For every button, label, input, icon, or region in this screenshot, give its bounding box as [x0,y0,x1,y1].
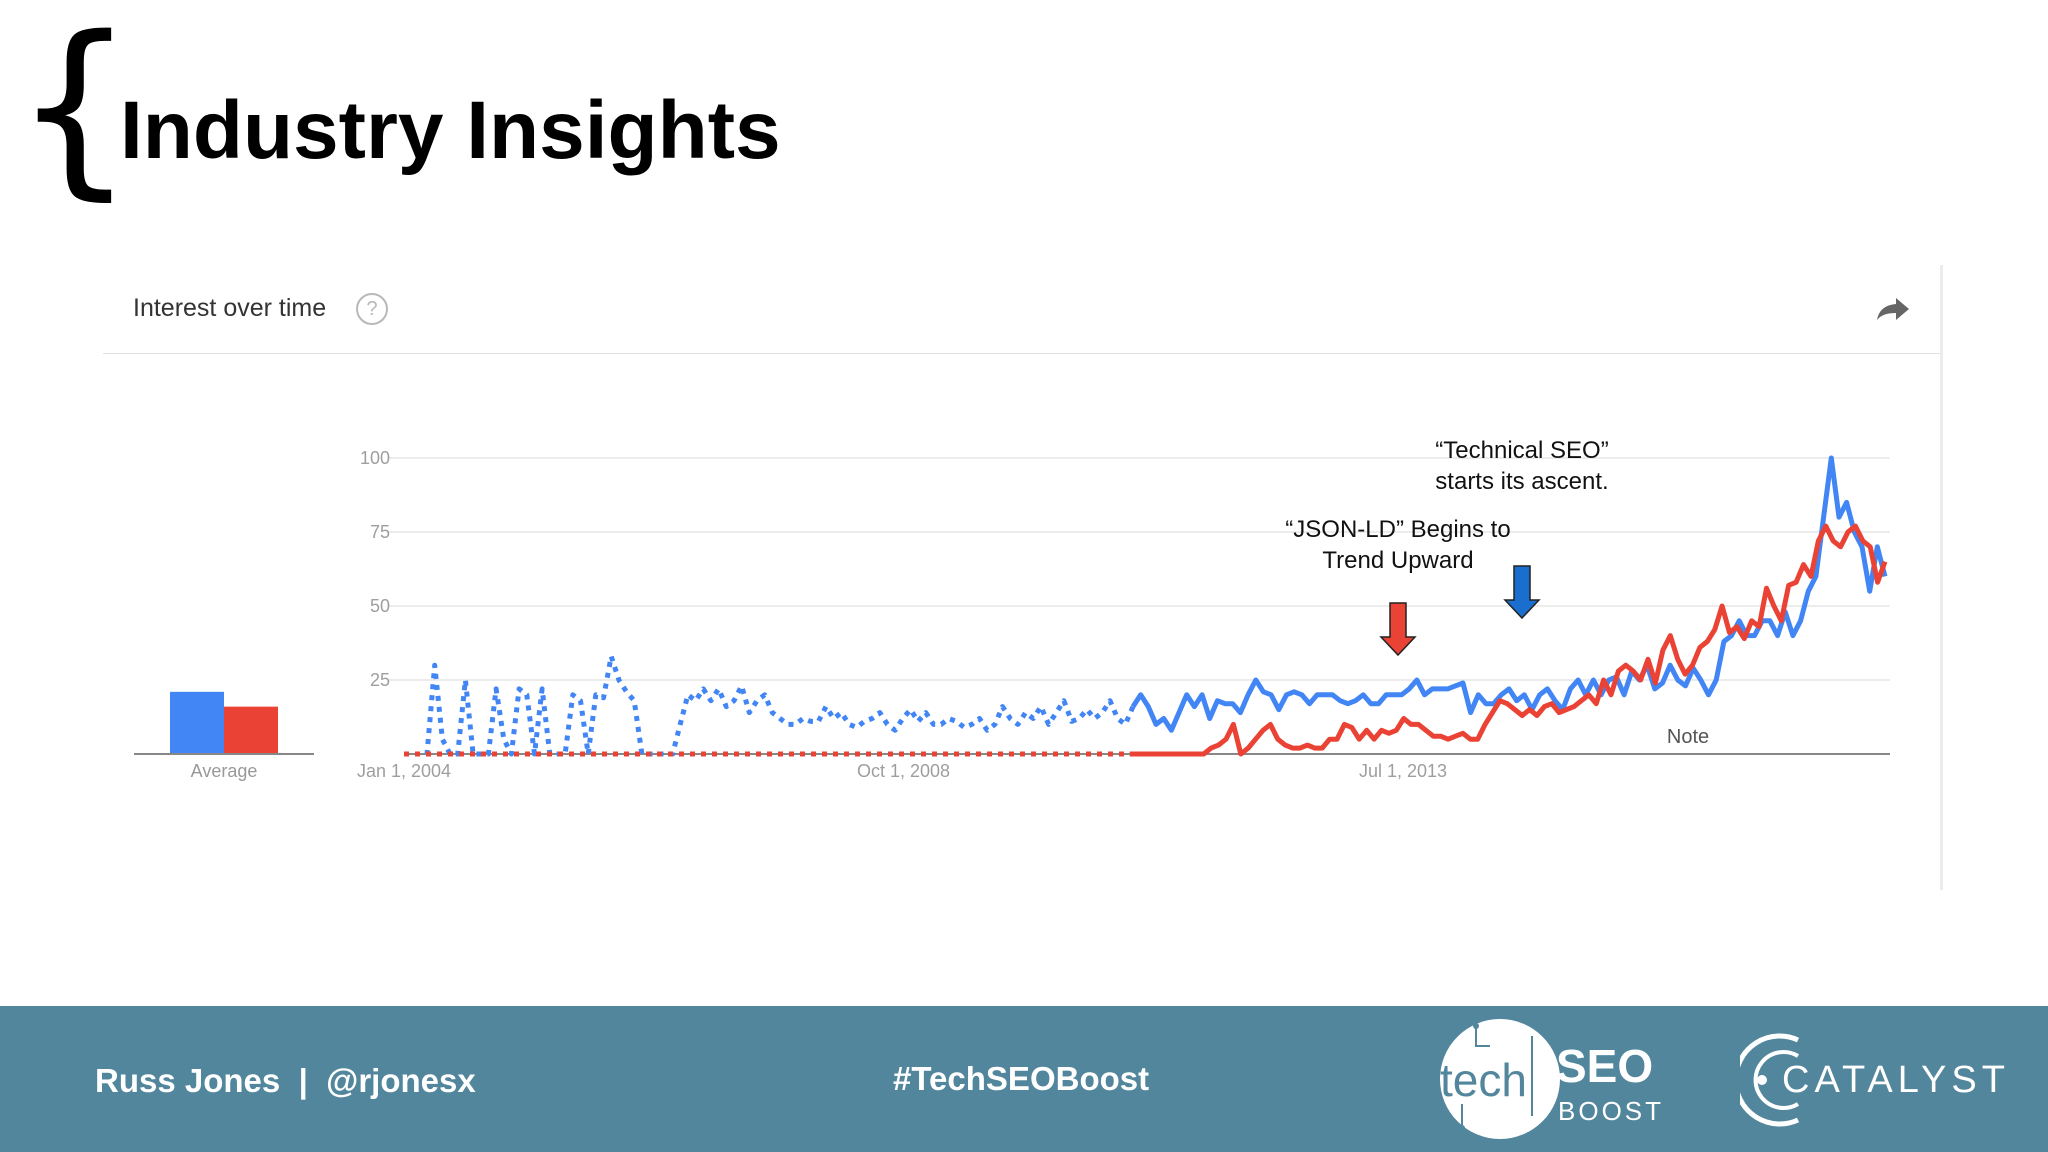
note-label: Note [1667,726,1709,748]
card-divider [103,353,1941,354]
series-line [1130,455,1888,733]
chart-series [404,455,1888,757]
svg-text:tech: tech [1440,1054,1527,1106]
annotation-line: starts its ascent. [1435,468,1608,495]
average-bar [170,691,224,754]
y-tick-label: 25 [370,670,390,690]
card-title: Interest over time [133,294,327,322]
interest-over-time-chart: 100 75 50 25 Jan 1, 2004 Oct 1, 2008 Jul 1, 20… [134,437,1890,781]
slide-title: Industry Insights [120,85,781,176]
chart-grid: 100 75 50 25 Jan 1, 2004 Oct 1, 2008 Jul 1, 20… [357,448,1890,781]
techseo-boost-logo: tech SEO BOOST [1440,1019,1664,1139]
footer-bar [0,1006,2048,1152]
y-tick-label: 50 [370,596,390,616]
svg-text:SEO: SEO [1556,1040,1653,1092]
catalyst-logo: CATALYST [1740,1033,2010,1127]
series-line-dotted [404,653,1136,757]
card-edge [1940,265,1943,890]
y-tick-label: 75 [370,522,390,542]
help-icon[interactable]: ? [356,293,388,325]
annotation-line: Trend Upward [1322,547,1473,574]
series-line [1129,523,1888,757]
annotation-arrow [1379,602,1417,657]
x-tick-label: Jul 1, 2013 [1359,761,1447,781]
svg-text:CATALYST: CATALYST [1782,1059,2010,1101]
svg-text:BOOST: BOOST [1558,1096,1664,1126]
average-bars [170,691,278,754]
footer-hashtag: #TechSEOBoost [893,1060,1150,1097]
annotation-line: “JSON-LD” Begins to [1285,516,1510,543]
share-icon[interactable] [1876,296,1910,322]
brace-decoration: { [14,0,135,217]
y-tick-label: 100 [360,448,390,468]
average-bar [224,706,278,754]
annotation-arrow [1503,565,1541,620]
x-tick-label: Oct 1, 2008 [857,761,950,781]
footer-author: Russ Jones | @rjonesx [95,1062,476,1099]
average-label: Average [191,761,258,781]
chart-annotations: “Technical SEO” starts its ascent. “JSON-L… [1285,437,1609,657]
x-tick-label: Jan 1, 2004 [357,761,451,781]
annotation-line: “Technical SEO” [1435,437,1608,464]
